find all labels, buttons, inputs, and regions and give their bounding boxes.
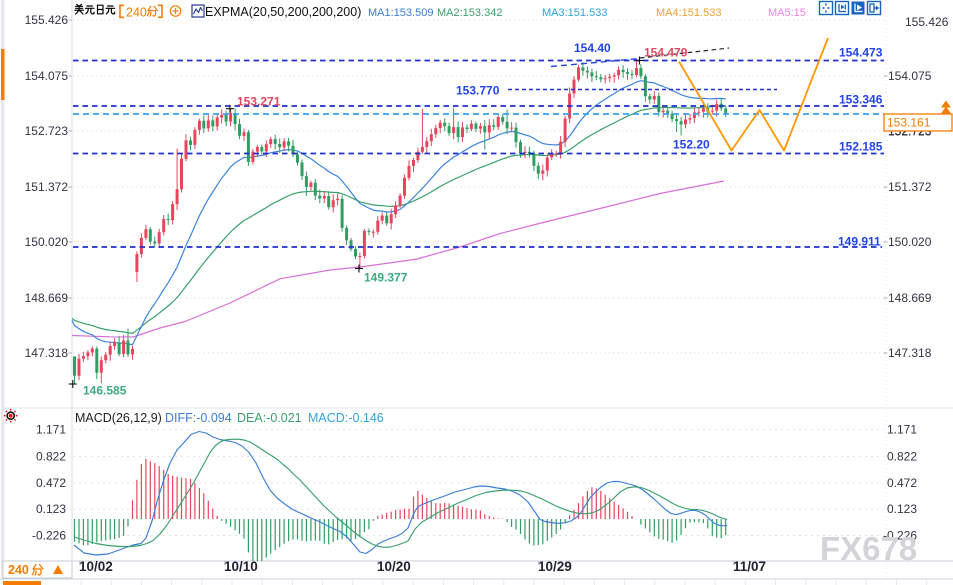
svg-text:149.377: 149.377 <box>364 271 408 285</box>
svg-text:147.318: 147.318 <box>25 346 69 360</box>
svg-text:0.472: 0.472 <box>887 476 917 490</box>
svg-text:153.161: 153.161 <box>887 116 931 130</box>
svg-text:153.346: 153.346 <box>839 93 883 107</box>
svg-text:150.020: 150.020 <box>888 235 932 249</box>
svg-text:0.822: 0.822 <box>887 449 917 463</box>
svg-text:10/10: 10/10 <box>224 559 258 574</box>
svg-text:MA4:151.533: MA4:151.533 <box>656 7 721 19</box>
svg-text:1.171: 1.171 <box>36 423 66 437</box>
svg-text:151.372: 151.372 <box>25 180 69 194</box>
svg-text:0.822: 0.822 <box>36 449 66 463</box>
svg-text:0.123: 0.123 <box>887 502 917 516</box>
svg-text:149.911: 149.911 <box>838 235 881 249</box>
svg-text:155.426: 155.426 <box>905 15 949 29</box>
svg-text:MACD:-0.146: MACD:-0.146 <box>308 411 384 425</box>
svg-text:148.669: 148.669 <box>25 291 69 305</box>
svg-text:155.426: 155.426 <box>25 13 69 27</box>
svg-text:10/20: 10/20 <box>377 559 411 574</box>
svg-text:146.585: 146.585 <box>83 384 127 398</box>
svg-text:MA5:15: MA5:15 <box>768 7 806 19</box>
svg-text:153.271: 153.271 <box>237 95 281 109</box>
svg-text:154.40: 154.40 <box>574 41 611 55</box>
svg-text:0.472: 0.472 <box>36 476 66 490</box>
svg-text:152.185: 152.185 <box>839 140 883 154</box>
svg-text:154.075: 154.075 <box>25 69 69 83</box>
svg-text:-0.226: -0.226 <box>32 529 66 543</box>
svg-text:11/07: 11/07 <box>733 559 766 574</box>
svg-text:MA3:151.533: MA3:151.533 <box>542 7 607 19</box>
svg-text:10/29: 10/29 <box>538 559 572 574</box>
svg-text:154.075: 154.075 <box>888 69 932 83</box>
svg-text:0.123: 0.123 <box>36 502 66 516</box>
svg-text:148.669: 148.669 <box>888 291 932 305</box>
svg-text:EXPMA(20,50,200,200,200): EXPMA(20,50,200,200,200) <box>205 5 361 19</box>
svg-text:152.20: 152.20 <box>673 138 710 152</box>
svg-text:MA1:153.509: MA1:153.509 <box>368 7 433 19</box>
svg-text:154.473: 154.473 <box>839 46 883 60</box>
svg-text:154.479: 154.479 <box>644 46 688 60</box>
svg-text:147.318: 147.318 <box>888 346 932 360</box>
svg-text:10/02: 10/02 <box>79 559 113 574</box>
svg-text:240: 240 <box>126 5 147 19</box>
svg-text:1.171: 1.171 <box>887 423 917 437</box>
svg-text:DEA:-0.021: DEA:-0.021 <box>237 411 302 425</box>
svg-text:-0.226: -0.226 <box>883 529 917 543</box>
svg-text:MA2:153.342: MA2:153.342 <box>437 7 502 19</box>
svg-text:DIFF:-0.094: DIFF:-0.094 <box>165 411 232 425</box>
svg-text:MACD(26,12,9): MACD(26,12,9) <box>75 411 162 425</box>
svg-text:240: 240 <box>8 563 29 577</box>
svg-text:153.770: 153.770 <box>456 84 500 98</box>
svg-text:152.723: 152.723 <box>25 124 69 138</box>
svg-text:151.372: 151.372 <box>888 180 932 194</box>
svg-text:FX678: FX678 <box>820 530 917 567</box>
svg-text:150.020: 150.020 <box>25 235 69 249</box>
